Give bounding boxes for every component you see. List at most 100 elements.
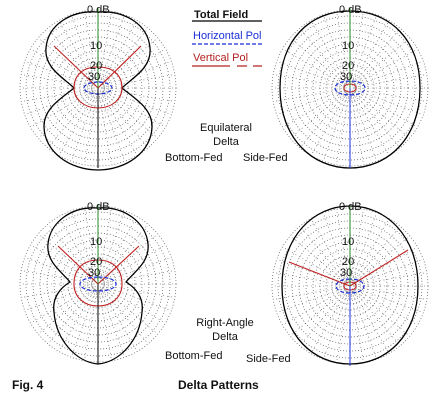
grid-spoke [100, 93, 138, 156]
grid-ring [25, 15, 171, 161]
grid-spoke [58, 20, 96, 83]
group-title-line1: Right-Angle [196, 317, 254, 329]
grid-spoke [323, 14, 349, 83]
grid-spoke [101, 92, 149, 148]
ring-label-20: 20 [90, 60, 103, 72]
grid-spoke [336, 209, 350, 281]
grid-spoke [350, 291, 364, 363]
grid-spoke [102, 37, 158, 85]
bottom-fed-label: Bottom-Fed [165, 152, 223, 164]
grid-spoke [336, 93, 350, 165]
grid-spoke [273, 88, 345, 102]
ring-label-30: 30 [88, 71, 101, 83]
grid-spoke [353, 290, 401, 346]
grid-spoke [355, 74, 427, 88]
figure-title: Delta Patterns [178, 378, 259, 392]
ring-label-10: 10 [90, 236, 103, 248]
grid-ring [284, 22, 416, 154]
ring-label-10: 10 [342, 40, 355, 52]
vertical-pol-lobe-lines [288, 249, 409, 287]
grid-spoke [352, 93, 390, 156]
grid-spoke [355, 48, 418, 86]
grid-spoke [355, 89, 424, 115]
grid-spoke [276, 89, 345, 115]
grid-spoke [103, 286, 166, 324]
horizontal-pol-pattern [334, 80, 366, 96]
grid-spoke [99, 14, 125, 83]
grid-spoke [84, 207, 98, 279]
grid-spoke [282, 288, 345, 326]
grid-spoke [58, 289, 96, 352]
grid-ring [325, 261, 375, 311]
grid-spoke [310, 218, 348, 281]
plot-bottom-left [19, 204, 177, 365]
legend-total-label: Total Field [194, 9, 249, 21]
grid-spoke [98, 289, 112, 361]
grid-spoke [58, 216, 96, 279]
grid-spoke [24, 89, 93, 115]
grid-spoke [84, 93, 98, 165]
grid-spoke [47, 92, 95, 148]
grid-spoke [354, 289, 410, 337]
grid-spoke [299, 28, 347, 84]
grid-spoke [352, 291, 390, 354]
grid-spoke [21, 88, 93, 102]
grid-spoke [98, 93, 112, 165]
grid-spoke [336, 11, 350, 83]
plot-bottom-right [271, 205, 429, 366]
grid-spoke [58, 93, 96, 156]
ring-label-30: 30 [88, 267, 101, 279]
ring-label-0db: 0 dB [87, 4, 110, 16]
ring-label-10: 10 [342, 236, 355, 248]
grid-spoke [38, 233, 94, 281]
legend-vertical-label: Vertical Pol [193, 52, 249, 64]
grid-spoke [47, 28, 95, 84]
grid-spoke [354, 235, 410, 283]
grid-spoke [71, 93, 97, 162]
grid-spoke [282, 90, 345, 128]
grid-spoke [290, 289, 346, 337]
grid-spoke [47, 288, 95, 344]
grid-spoke [100, 20, 138, 83]
ring-label-0db: 0 dB [339, 4, 362, 16]
grid-spoke [101, 288, 149, 344]
grid-spoke [30, 244, 93, 282]
grid-spoke [103, 48, 166, 86]
grid-spoke [355, 259, 424, 285]
group-title-line2: Delta [213, 136, 239, 148]
grid-spoke [103, 89, 172, 115]
grid-spoke [47, 224, 95, 280]
grid-spoke [98, 11, 112, 83]
grid-spoke [103, 61, 172, 87]
ring-label-20: 20 [90, 256, 103, 268]
side-fed-label: Side-Fed [246, 353, 291, 365]
grid-spoke [24, 61, 93, 87]
grid-spoke [282, 48, 345, 86]
grid-ring [32, 218, 164, 350]
grid-spoke [310, 93, 348, 156]
grid-spoke [351, 93, 377, 162]
grid-ring [277, 15, 423, 161]
grid-spoke [355, 90, 418, 128]
grid-spoke [38, 91, 94, 139]
plot-top-right [271, 8, 429, 169]
grid-spoke [103, 88, 175, 102]
grid-spoke [323, 93, 349, 162]
grid-spoke [299, 226, 347, 282]
grid-spoke [276, 287, 345, 313]
vertical-pol-lobe-lines [53, 45, 142, 89]
grid-spoke [21, 74, 93, 88]
grid-spoke [290, 37, 346, 85]
grid-spoke [102, 287, 158, 335]
grid-spoke [355, 246, 418, 284]
grid-spoke [355, 287, 424, 313]
grid-spoke [21, 270, 93, 284]
grid-spoke [273, 74, 345, 88]
grid-spoke [355, 286, 427, 300]
grid-spoke [30, 90, 93, 128]
legend-horizontal-label: Horizontal Pol [193, 30, 262, 42]
grid-spoke [351, 212, 377, 281]
grid-spoke [273, 272, 345, 286]
grid-spoke [355, 88, 427, 102]
grid-spoke [102, 233, 158, 281]
